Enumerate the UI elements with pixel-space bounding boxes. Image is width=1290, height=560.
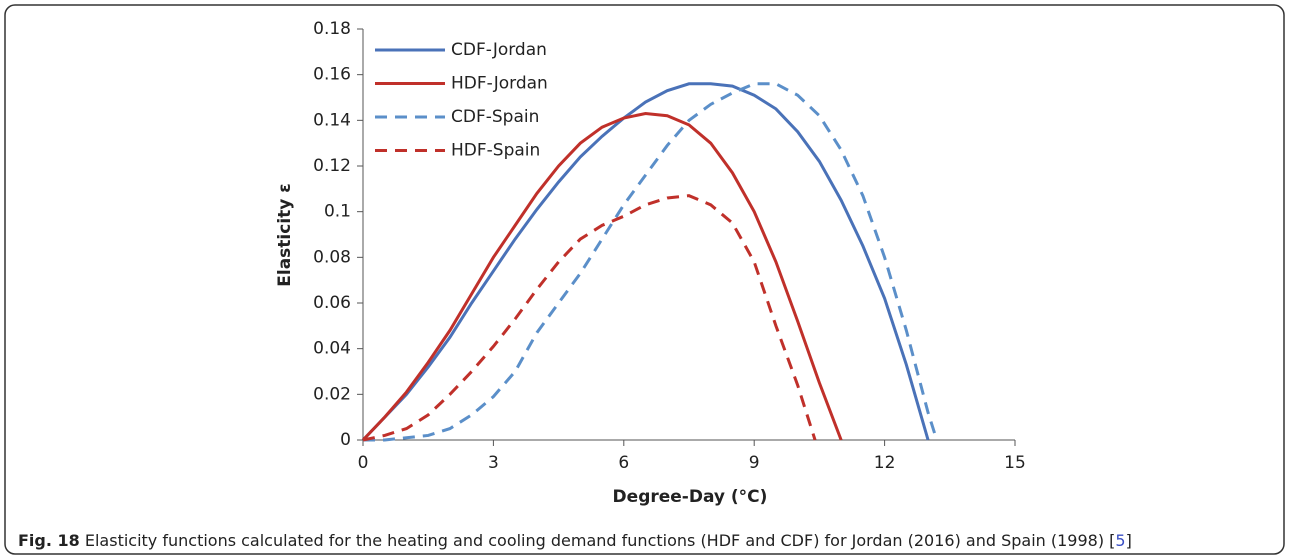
caption-ref[interactable]: 5 xyxy=(1115,531,1125,550)
frame xyxy=(4,4,1285,555)
y-tick-label: 0.18 xyxy=(313,19,351,39)
x-tick-label: 3 xyxy=(488,453,499,473)
y-tick-label: 0.12 xyxy=(313,156,351,176)
y-tick-label: 0.1 xyxy=(324,202,351,222)
series-line xyxy=(361,82,930,442)
y-tick-label: 0.02 xyxy=(313,384,351,404)
caption-label: Fig. 18 xyxy=(18,531,80,550)
x-tick-label: 12 xyxy=(874,453,896,473)
y-tick-label: 0.06 xyxy=(313,293,351,313)
x-tick-label: 6 xyxy=(618,453,629,473)
y-tick-label: 0.16 xyxy=(313,65,351,85)
x-tick-label: 15 xyxy=(1004,453,1026,473)
legend-label: HDF-Jordan xyxy=(451,74,548,94)
legend-label: CDF-Spain xyxy=(451,107,539,127)
y-tick-label: 0.08 xyxy=(313,247,351,267)
series-line xyxy=(362,194,817,442)
caption-close: ] xyxy=(1126,531,1132,550)
y-tick-label: 0.04 xyxy=(313,339,351,359)
caption: Fig. 18 Elasticity functions calculated … xyxy=(18,531,1132,550)
series-line xyxy=(361,111,843,442)
y-tick-label: 0.14 xyxy=(313,110,351,130)
legend-label: HDF-Spain xyxy=(451,141,540,161)
y-axis-title: Elasticity ε xyxy=(275,183,295,286)
x-tick-label: 9 xyxy=(749,453,760,473)
x-tick-label: 0 xyxy=(358,453,369,473)
y-tick-label: 0 xyxy=(340,430,351,450)
x-axis-title: Degree-Day (°C) xyxy=(613,487,768,507)
legend-label: CDF-Jordan xyxy=(451,40,547,60)
caption-text: Elasticity functions calculated for the … xyxy=(80,531,1116,550)
series-line xyxy=(363,82,939,442)
